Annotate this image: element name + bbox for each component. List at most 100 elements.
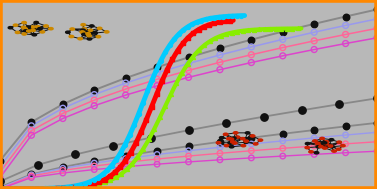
Point (124, 168, 130, 171)
Point (123, 154, 129, 157)
Point (196, 49, 202, 52)
Point (28, 124, 34, 127)
Point (190, 55, 196, 58)
Point (217, 158, 223, 161)
Circle shape (96, 36, 101, 38)
Circle shape (228, 142, 232, 144)
Point (202, 18, 208, 21)
Point (280, 54, 286, 57)
Point (113, 158, 119, 161)
Circle shape (44, 25, 48, 27)
Circle shape (8, 27, 13, 29)
Circle shape (22, 33, 26, 35)
Circle shape (15, 31, 20, 33)
Point (167, 44, 173, 47)
Point (0, 187, 3, 189)
Point (185, 26, 191, 29)
Point (0, 187, 3, 189)
Point (102, 181, 108, 184)
Point (60, 187, 66, 189)
Circle shape (229, 146, 234, 148)
Point (162, 51, 169, 54)
Point (218, 34, 224, 37)
Point (0, 170, 3, 174)
Point (123, 77, 129, 80)
Point (35, 187, 41, 189)
Point (8, 187, 14, 189)
Circle shape (231, 137, 236, 139)
Point (28, 187, 34, 189)
Point (225, 15, 231, 18)
Point (140, 147, 146, 150)
Point (34, 187, 40, 189)
Point (153, 68, 159, 71)
Circle shape (26, 26, 31, 28)
Circle shape (243, 138, 247, 140)
Point (0, 187, 3, 189)
Point (185, 145, 192, 148)
Point (140, 101, 146, 104)
Point (228, 31, 234, 34)
Point (146, 138, 152, 141)
Point (343, 142, 349, 145)
Point (278, 27, 284, 30)
Point (343, 33, 349, 36)
Point (0, 165, 3, 168)
Circle shape (253, 143, 258, 145)
Circle shape (219, 137, 224, 139)
Point (0, 187, 3, 189)
Point (28, 121, 34, 124)
Point (201, 25, 207, 28)
Circle shape (32, 34, 37, 36)
Point (91, 162, 97, 165)
Circle shape (69, 35, 74, 38)
Point (39, 187, 45, 189)
Circle shape (341, 145, 345, 147)
Point (211, 16, 218, 19)
Point (154, 71, 160, 74)
Circle shape (332, 150, 336, 152)
Point (91, 184, 97, 187)
Point (211, 22, 217, 25)
Point (280, 46, 286, 49)
Point (25, 187, 31, 189)
Point (280, 147, 286, 150)
Circle shape (316, 142, 320, 144)
Point (240, 29, 246, 32)
Point (336, 103, 342, 106)
Point (185, 36, 191, 39)
Point (248, 143, 254, 146)
Point (201, 44, 207, 47)
Point (135, 113, 141, 116)
Point (19, 187, 25, 189)
Circle shape (87, 38, 92, 40)
Point (91, 179, 97, 182)
Circle shape (241, 138, 245, 140)
Point (229, 15, 235, 18)
Point (154, 153, 160, 156)
Point (91, 160, 97, 163)
Point (311, 129, 317, 132)
Circle shape (91, 31, 95, 33)
Point (60, 107, 66, 110)
Circle shape (81, 24, 86, 26)
Point (374, 8, 377, 11)
Point (251, 28, 257, 31)
Point (149, 105, 155, 108)
Circle shape (81, 32, 86, 34)
Point (179, 71, 185, 74)
Point (91, 168, 97, 171)
Point (295, 27, 301, 30)
Circle shape (82, 28, 86, 30)
Point (91, 182, 97, 185)
Point (168, 92, 174, 95)
Point (248, 53, 254, 56)
Point (135, 155, 141, 158)
Circle shape (82, 33, 86, 36)
Point (113, 176, 119, 179)
Point (185, 62, 192, 65)
Point (28, 173, 34, 176)
Point (69, 185, 75, 188)
Point (175, 49, 181, 52)
Point (185, 129, 192, 132)
